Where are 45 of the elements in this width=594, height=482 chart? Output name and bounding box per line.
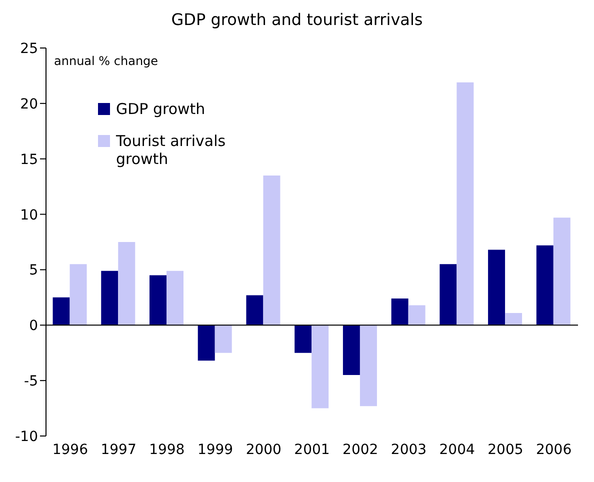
bar <box>456 82 474 326</box>
bar <box>360 325 377 406</box>
y-tick-label: -10 <box>15 428 38 445</box>
chart-title: GDP growth and tourist arrivals <box>170 10 424 29</box>
bar <box>246 295 264 326</box>
bar <box>440 264 457 326</box>
x-tick-label: 2002 <box>342 442 378 458</box>
y-tick-label: 10 <box>20 207 38 224</box>
bar <box>553 218 570 326</box>
x-tick-label: 1999 <box>197 442 234 458</box>
legend-label: Tourist arrivals growth <box>116 132 227 168</box>
y-tick-label: 25 <box>20 40 38 57</box>
y-tick-label: 20 <box>20 96 38 112</box>
x-tick-label: 1998 <box>149 442 185 458</box>
bar <box>52 297 70 326</box>
x-tick-label: 2003 <box>390 442 427 458</box>
y-tick-label: 0 <box>29 318 38 334</box>
x-tick-label: 2005 <box>488 442 524 458</box>
bar <box>166 270 184 326</box>
annotation: annual % change <box>54 54 158 68</box>
bar <box>263 175 280 326</box>
bar <box>198 325 215 361</box>
bar <box>488 250 506 326</box>
x-tick-label: 2000 <box>246 442 282 458</box>
bar <box>391 298 408 326</box>
y-tick-label: 5 <box>29 262 38 279</box>
x-tick-label: 2001 <box>294 442 330 458</box>
y-tick-label: 15 <box>20 152 38 168</box>
bar <box>101 270 118 326</box>
x-tick-label: 2004 <box>439 442 475 458</box>
bar <box>536 245 554 326</box>
x-tick-label: 1996 <box>52 442 88 458</box>
y-tick-label: -5 <box>24 374 38 390</box>
bar <box>150 275 166 326</box>
bar <box>408 305 426 326</box>
bar <box>214 325 232 353</box>
legend-label: GDP growth <box>116 100 206 118</box>
x-tick-label: 2006 <box>536 442 572 458</box>
x-tick-label: 1997 <box>100 442 136 458</box>
bar <box>312 325 329 408</box>
bar <box>505 312 522 326</box>
bar <box>70 264 87 326</box>
bar <box>294 325 312 353</box>
bar <box>342 325 360 376</box>
bar <box>118 242 136 326</box>
